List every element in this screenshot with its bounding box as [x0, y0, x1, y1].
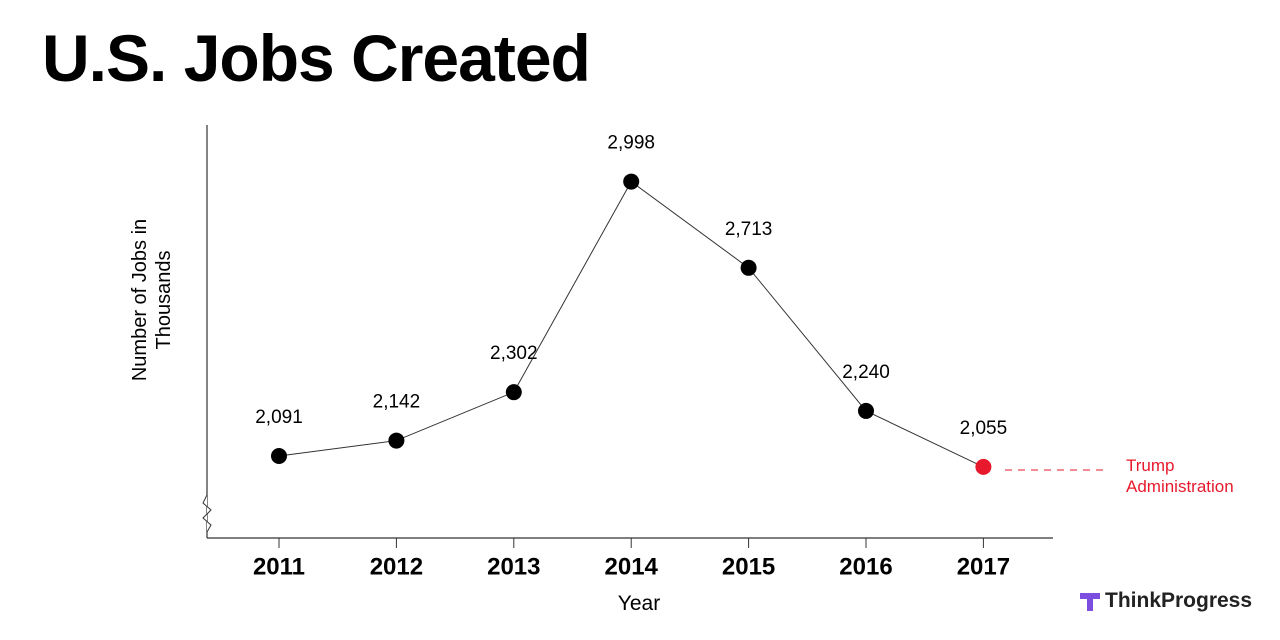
line	[278, 180, 984, 468]
x-tick-label: 2014	[605, 553, 659, 580]
data-label: 2,713	[725, 219, 773, 240]
x-tick-label: 2016	[839, 553, 892, 580]
axis-break	[202, 494, 212, 533]
data-label: 2,240	[842, 362, 890, 383]
data-label: 2,998	[607, 133, 655, 154]
y-axis-label: Number of Jobs in Thousands	[129, 218, 175, 382]
data-label: 2,055	[960, 418, 1008, 439]
point	[623, 173, 640, 190]
point	[975, 458, 992, 475]
data-label: 2,091	[255, 407, 303, 428]
x-tick-label: 2017	[957, 553, 1010, 580]
logo-icon	[1080, 593, 1100, 611]
point	[388, 432, 405, 449]
data-label: 2,142	[373, 392, 421, 413]
point	[740, 259, 757, 276]
chart-title: U.S. Jobs Created	[42, 21, 591, 95]
point	[505, 384, 522, 401]
data-label: 2,302	[490, 343, 538, 364]
x-tick-label: 2011	[253, 553, 305, 580]
point	[858, 402, 874, 419]
point	[271, 448, 287, 465]
x-tick-label: 2013	[487, 553, 540, 580]
x-tick-label: 2015	[722, 553, 775, 580]
source: ThinkProgress	[1105, 589, 1253, 612]
x-tick-label: 2012	[370, 553, 423, 580]
x-axis-label: Year	[617, 592, 661, 615]
annotation: Trump Administration	[1126, 456, 1234, 496]
